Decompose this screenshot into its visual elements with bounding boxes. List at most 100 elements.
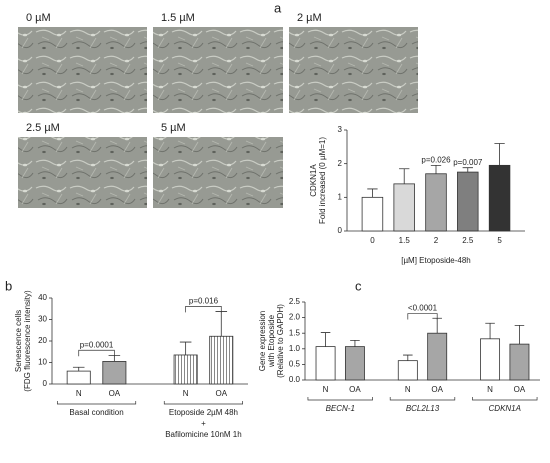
bar: [457, 171, 479, 232]
panel-label: b: [5, 278, 12, 293]
bar: [397, 360, 418, 381]
panel-label: a: [274, 0, 282, 15]
y-tick-label: 0.0: [289, 375, 301, 384]
bar: [427, 332, 448, 381]
y-tick-label: 2.0: [289, 313, 301, 322]
x-tick-label: N: [405, 385, 411, 394]
x-tick-label: OA: [431, 385, 443, 394]
micrograph: [153, 137, 283, 208]
x-tick-label: 2: [434, 236, 439, 245]
micrograph: [18, 137, 147, 208]
bar: [480, 338, 501, 381]
bar: [509, 343, 530, 381]
group-label: Bafilomicine 10nM 1h: [165, 430, 241, 439]
error-bar: [367, 188, 378, 198]
x-tick-label: N: [487, 385, 493, 394]
micrograph-label: 0 µM: [26, 12, 51, 24]
group-label: Basal condition: [69, 408, 123, 417]
error-bar: [215, 311, 228, 337]
group-label: BECN-1: [326, 404, 355, 413]
significance-bracket: [78, 349, 115, 357]
y-axis-label: Senescence cells: [14, 310, 23, 372]
x-tick-label: OA: [349, 385, 361, 394]
micrograph-label: 2 µM: [297, 12, 322, 24]
error-bar: [494, 143, 505, 166]
error-bar: [320, 332, 331, 347]
bar: [361, 196, 384, 232]
micrograph-label: 5 µM: [161, 122, 186, 134]
micrograph-label: 1.5 µM: [161, 12, 195, 24]
bar: [393, 183, 415, 232]
p-value: p=0.0001: [80, 340, 114, 349]
y-tick-label: 30: [38, 315, 47, 324]
x-tick-label: 5: [497, 236, 502, 245]
p-value: p=0.007: [453, 158, 483, 167]
y-tick-label: 1.5: [289, 328, 301, 337]
p-value: <0.0001: [408, 304, 438, 313]
bar: [209, 335, 234, 385]
y-axis-label: Gene expression: [258, 311, 267, 371]
group-label: CDKN1A: [489, 404, 521, 413]
y-axis-label: (Relative to GAPDH): [276, 304, 285, 378]
micrograph: [153, 27, 283, 113]
error-bar: [179, 341, 192, 355]
y-tick-label: 1: [338, 192, 343, 201]
error-bar: [462, 167, 473, 173]
x-tick-label: OA: [109, 389, 121, 398]
x-tick-label: N: [183, 389, 189, 398]
bar: [315, 346, 336, 381]
bar: [102, 361, 127, 385]
x-tick-label: 1.5: [399, 236, 411, 245]
bar: [173, 354, 198, 385]
error-bar: [399, 168, 410, 184]
group-bracket: [307, 397, 373, 401]
x-axis-label: [µM] Etoposide-48h: [401, 256, 471, 265]
micrograph-label: 2.5 µM: [26, 122, 60, 134]
error-bar: [430, 164, 442, 174]
group-bracket: [163, 401, 244, 405]
x-tick-label: N: [323, 385, 329, 394]
micrograph: [289, 27, 418, 113]
error-bar: [485, 322, 495, 339]
error-bar: [403, 354, 413, 361]
y-tick-label: 0.5: [289, 360, 301, 369]
bar: [425, 173, 447, 232]
significance-bracket: [185, 306, 222, 313]
error-bar: [72, 366, 85, 372]
y-axis-label: (FDG fluorescence intensity): [23, 290, 32, 392]
y-tick-label: 40: [38, 293, 47, 302]
p-value: p=0.026: [421, 155, 451, 164]
x-tick-label: OA: [215, 389, 227, 398]
y-axis-label: with Etoposide: [267, 314, 276, 368]
y-axis-label: CDKN1A: [309, 164, 318, 197]
error-bar: [432, 317, 442, 334]
group-bracket: [56, 401, 137, 405]
y-tick-label: 20: [38, 336, 47, 345]
y-tick-label: 3: [338, 125, 343, 134]
group-label: Etoposide 2µM 48h: [169, 408, 238, 417]
x-tick-label: OA: [514, 385, 526, 394]
error-bar: [350, 339, 360, 347]
y-axis-label: Fold increased (0 µM=1): [318, 137, 327, 224]
group-label: BCL2L13: [406, 404, 440, 413]
y-tick-label: 0: [43, 379, 48, 388]
group-bracket: [389, 397, 456, 401]
bar: [344, 346, 365, 381]
error-bar: [514, 325, 525, 345]
y-tick-label: 10: [38, 358, 47, 367]
y-tick-label: 0: [338, 226, 343, 235]
group-bracket: [472, 397, 538, 401]
micrograph: [18, 27, 147, 113]
x-tick-label: 2.5: [462, 236, 474, 245]
y-tick-label: 2.5: [289, 297, 301, 306]
x-tick-label: N: [76, 389, 82, 398]
y-tick-label: 1.0: [289, 344, 301, 353]
p-value: p=0.016: [189, 296, 219, 305]
bar: [488, 164, 511, 232]
y-tick-label: 2: [338, 159, 343, 168]
panel-label: c: [355, 278, 362, 293]
significance-bracket: [407, 313, 438, 320]
error-bar: [108, 355, 121, 362]
bar: [66, 370, 91, 385]
